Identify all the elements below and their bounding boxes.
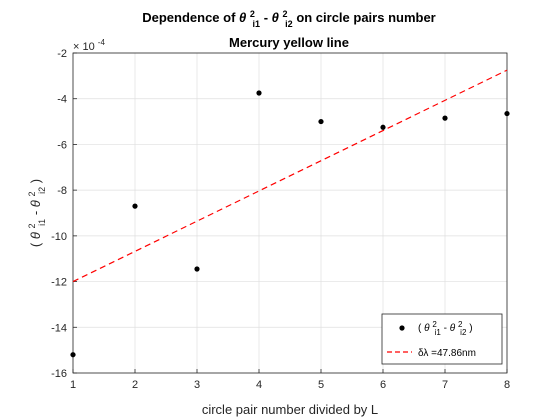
x-tick-label: 5	[318, 379, 324, 391]
plot-frame	[72, 52, 508, 374]
y-tick-label: -14	[51, 322, 67, 334]
title-sub-1: i1	[253, 19, 261, 29]
data-points-series	[70, 90, 510, 358]
x-tick-label: 4	[256, 379, 262, 391]
y-tick-label: -10	[51, 231, 67, 243]
legend-points-sup-1: 2	[432, 320, 437, 329]
y-exponent-base: × 10	[73, 41, 95, 53]
y-tick-label: -12	[51, 277, 67, 289]
fit-line-series	[72, 69, 508, 283]
legend-line-label: δλ =47.86nm	[418, 348, 476, 359]
fit-line	[72, 69, 508, 283]
title-theta-2: θ	[272, 10, 279, 25]
ylabel-open: (	[28, 242, 43, 247]
chart-title: Dependence of θ 2 i1 - θ 2 i2 on circle …	[142, 5, 436, 30]
x-tick-label: 1	[70, 379, 76, 391]
x-axis-label: circle pair number divided by L	[202, 402, 378, 417]
ylabel-minus: -	[28, 211, 43, 215]
y-tick-label: -6	[57, 139, 67, 151]
data-point	[442, 115, 448, 121]
legend-points-theta-1: θ	[424, 323, 430, 334]
ylabel-sup-1: 2	[27, 223, 37, 228]
title-sup-2: 2	[283, 9, 288, 19]
x-tick-label: 3	[194, 379, 200, 391]
y-tick-label: -8	[57, 185, 67, 197]
title-theta-1: θ	[239, 10, 246, 25]
legend-points-sup-2: 2	[458, 320, 463, 329]
ylabel-sup-2: 2	[27, 192, 37, 197]
data-point	[194, 266, 200, 272]
legend-points-open: (	[418, 323, 422, 334]
x-tick-label: 2	[132, 379, 138, 391]
data-point	[132, 203, 138, 209]
legend-points-minus: -	[444, 323, 447, 334]
legend-points-label: ( θ 2 i1 - θ 2 i2 )	[418, 319, 473, 338]
title-prefix: Dependence of	[142, 10, 239, 25]
data-point	[504, 110, 510, 117]
ticks: 1 2 3 4 5 6 7 8-16-14-12-10-8-6-4-2	[51, 48, 510, 391]
legend-points-sub-2: i2	[460, 328, 467, 337]
legend: ( θ 2 i1 - θ 2 i2 ) δλ =47.86nm	[381, 313, 503, 365]
x-tick-label: 8	[504, 379, 510, 391]
ylabel-sub-1: i1	[37, 219, 47, 226]
ylabel-theta-1: θ	[28, 232, 43, 239]
data-point	[256, 90, 262, 96]
y-tick-label: -4	[57, 94, 67, 106]
ylabel-theta-2: θ	[28, 200, 43, 207]
title-sub-2: i2	[285, 19, 293, 29]
data-point	[70, 352, 76, 358]
y-tick-label: -16	[51, 368, 67, 380]
legend-points-close: )	[469, 323, 472, 334]
data-point	[380, 124, 386, 130]
legend-points-sub-1: i1	[435, 328, 442, 337]
legend-point-marker	[399, 325, 405, 331]
ylabel-sub-2: i2	[37, 187, 47, 194]
y-exponent-power: -4	[98, 38, 106, 47]
legend-points-theta-2: θ	[450, 323, 456, 334]
y-tick-label: -2	[57, 48, 67, 60]
title-suffix: on circle pairs number	[296, 10, 435, 25]
title-minus: -	[264, 10, 268, 25]
x-tick-label: 6	[380, 379, 386, 391]
ylabel-close: )	[28, 179, 43, 183]
y-axis-label: ( θ 2 i1 - θ 2 i2 )	[23, 179, 48, 247]
y-exponent: × 10 -4	[73, 38, 105, 53]
title-sup-1: 2	[250, 9, 255, 19]
data-point	[318, 118, 324, 125]
chart-subtitle: Mercury yellow line	[229, 35, 349, 50]
x-tick-label: 7	[442, 379, 448, 391]
legend-box	[381, 313, 503, 365]
